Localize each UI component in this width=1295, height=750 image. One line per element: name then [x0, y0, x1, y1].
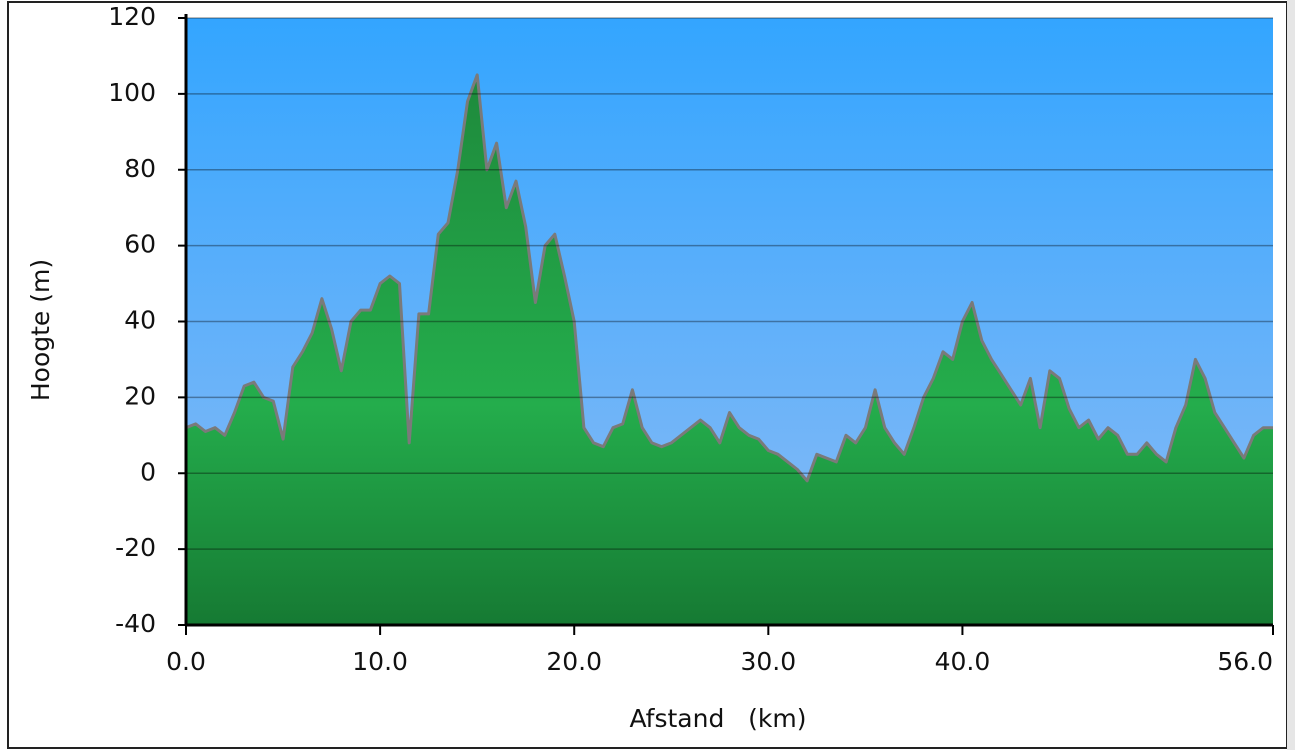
y-tick-label: 100	[108, 78, 156, 107]
x-tick-label: 0.0	[166, 647, 206, 676]
y-tick-label: 20	[124, 381, 156, 410]
y-tick-label: 60	[124, 230, 156, 259]
x-tick-label: 10.0	[352, 647, 408, 676]
x-tick-label: 56.0	[1217, 647, 1273, 676]
y-axis-label: Hoogte (m)	[26, 259, 55, 401]
scroll-strip	[1287, 0, 1295, 750]
elevation-line	[185, 73, 1273, 483]
y-tick-label: 80	[124, 154, 156, 183]
y-tick-label: 120	[108, 2, 156, 31]
y-tick-label: 40	[124, 306, 156, 335]
y-tick-label: -20	[115, 533, 156, 562]
x-tick-label: 40.0	[935, 647, 991, 676]
elevation-area	[186, 74, 1273, 625]
x-tick-label: 30.0	[740, 647, 796, 676]
y-tick-label: -40	[115, 609, 156, 638]
y-tick-label: 0	[140, 457, 156, 486]
x-tick-label: 20.0	[546, 647, 602, 676]
x-axis-label: Afstand (km)	[629, 704, 806, 733]
